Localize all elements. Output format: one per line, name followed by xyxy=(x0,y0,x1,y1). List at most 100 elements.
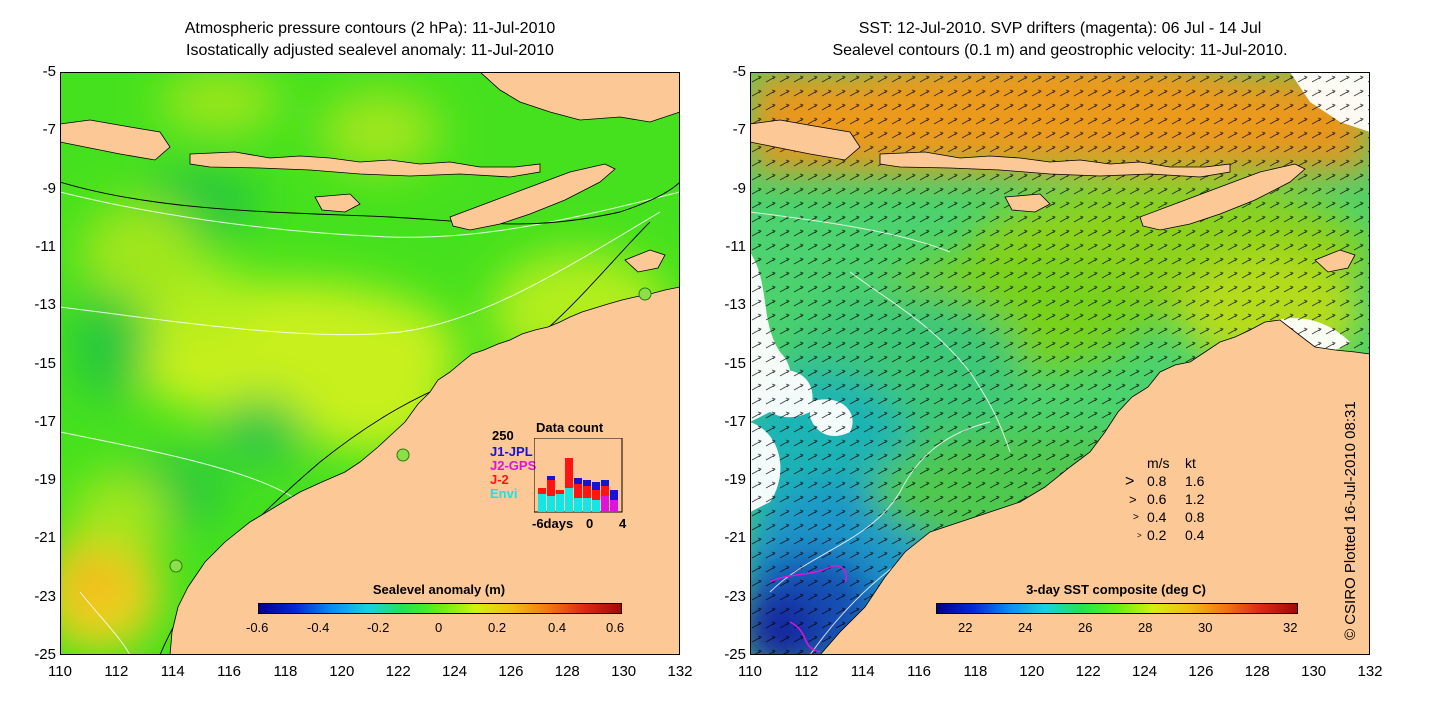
bar-group xyxy=(538,458,618,512)
y-tick-label: -15 xyxy=(34,354,56,372)
y-tick-label: -11 xyxy=(725,237,746,255)
x-tick-label: 110 xyxy=(738,663,762,680)
data-count-xlabel-end: 4 xyxy=(619,516,627,531)
velocity-legend-header-kt: kt xyxy=(1185,455,1196,471)
arrow-icon: > xyxy=(1125,473,1135,490)
y-tick-label: -7 xyxy=(732,121,746,139)
y-tick-label: -13 xyxy=(34,296,56,314)
x-tick-label: 114 xyxy=(160,663,185,680)
y-tick-label: -5 xyxy=(42,63,56,80)
velocity-legend: m/s kt > 0.8 1.6 > 0.6 1.2 > 0.4 0.8 > 0… xyxy=(1125,455,1235,545)
velocity-legend-ms: 0.8 xyxy=(1147,473,1167,489)
sst-map xyxy=(750,72,1370,655)
left-colorbar-title: Sealevel anomaly (m) xyxy=(372,582,506,597)
x-tick-label: 122 xyxy=(1075,663,1101,680)
data-count-xlabel-zero: 0 xyxy=(586,516,594,531)
y-tick-label: -17 xyxy=(724,412,746,430)
right-cbar-label: 30 xyxy=(1198,620,1213,635)
x-tick-label: 110 xyxy=(48,663,72,680)
right-title-line1: SST: 12-Jul-2010. SVP drifters (magenta)… xyxy=(858,20,1262,37)
left-cbar-label: 0 xyxy=(435,620,443,635)
data-count-max-label: 250 xyxy=(492,428,514,443)
y-tick-label: -17 xyxy=(34,412,56,430)
velocity-legend-kt: 0.8 xyxy=(1185,509,1205,525)
series-label-j1-jpl: J1-JPL xyxy=(490,444,533,459)
velocity-legend-header-ms: m/s xyxy=(1147,455,1170,471)
data-count-bars xyxy=(534,438,623,513)
y-tick-label: -23 xyxy=(724,587,746,605)
x-tick-label: 112 xyxy=(104,663,129,680)
series-label-envi: Envi xyxy=(490,486,518,501)
right-cbar-label: 22 xyxy=(958,620,973,635)
velocity-legend-ms: 0.2 xyxy=(1147,527,1167,543)
data-count-inset: 250 Data count J1-JPL J2-GPS J-2 Envi -6… xyxy=(488,420,638,531)
left-cbar-label: -0.2 xyxy=(367,620,390,635)
x-tick-label: 118 xyxy=(963,663,988,680)
indonesia-islands xyxy=(60,72,680,273)
left-cbar-label: -0.6 xyxy=(246,620,269,635)
x-tick-label: 132 xyxy=(1357,663,1383,680)
x-tick-label: 132 xyxy=(667,663,693,680)
series-label-j-2: J-2 xyxy=(490,472,509,487)
left-cbar-label: 0.6 xyxy=(606,620,625,635)
right-cbar-label: 28 xyxy=(1138,620,1153,635)
x-tick-label: 120 xyxy=(1019,663,1045,680)
arrow-icon: > xyxy=(1129,492,1137,507)
indonesia-islands xyxy=(750,119,1356,273)
left-title-line2: Isostatically adjusted sealevel anomaly:… xyxy=(186,42,554,59)
x-tick-label: 114 xyxy=(850,663,875,680)
y-tick-label: -19 xyxy=(34,471,56,489)
left-cbar-label: -0.4 xyxy=(307,620,330,635)
arrow-icon: > xyxy=(1133,512,1139,523)
x-tick-label: 112 xyxy=(794,663,819,680)
velocity-legend-kt: 1.6 xyxy=(1185,473,1205,489)
velocity-legend-kt: 1.2 xyxy=(1185,491,1205,507)
australia-land xyxy=(819,319,1370,655)
right-colorbar-title: 3-day SST composite (deg C) xyxy=(1026,582,1206,597)
y-tick-label: -21 xyxy=(724,529,746,547)
x-tick-label: 130 xyxy=(611,663,637,680)
y-tick-label: -5 xyxy=(732,63,746,80)
x-tick-label: 130 xyxy=(1301,663,1327,680)
left-cbar-label: 0.4 xyxy=(548,620,567,635)
x-tick-label: 122 xyxy=(385,663,411,680)
y-tick-label: -25 xyxy=(34,646,56,663)
arrow-icon: > xyxy=(1137,531,1142,540)
credit-text: © CSIRO Plotted 16-Jul-2010 08:31 xyxy=(1342,401,1359,640)
x-tick-label: 116 xyxy=(907,663,932,680)
y-tick-label: -9 xyxy=(732,179,746,197)
y-tick-label: -13 xyxy=(724,296,746,314)
right-cbar-label: 26 xyxy=(1078,620,1093,635)
x-tick-label: 116 xyxy=(217,663,242,680)
velocity-legend-kt: 0.4 xyxy=(1185,527,1205,543)
data-count-xlabel-start: -6days xyxy=(532,516,574,531)
velocity-legend-ms: 0.6 xyxy=(1147,491,1167,507)
left-colorbar xyxy=(258,603,622,614)
y-tick-label: -23 xyxy=(34,587,56,605)
tide-gauge-markers xyxy=(169,287,652,573)
right-colorbar xyxy=(936,603,1298,614)
x-tick-label: 120 xyxy=(329,663,355,680)
x-tick-label: 124 xyxy=(1132,663,1158,680)
x-tick-label: 126 xyxy=(1188,663,1214,680)
y-tick-label: -19 xyxy=(724,471,746,489)
y-tick-label: -15 xyxy=(724,354,746,372)
x-tick-label: 126 xyxy=(498,663,524,680)
australia-land xyxy=(169,286,680,655)
y-tick-label: -7 xyxy=(42,121,56,139)
svp-drifter-track xyxy=(769,565,847,583)
y-tick-label: -21 xyxy=(34,529,56,547)
y-tick-label: -11 xyxy=(35,237,56,255)
data-count-title: Data count xyxy=(536,420,604,435)
sealevel-anomaly-map xyxy=(60,72,680,655)
x-tick-label: 124 xyxy=(442,663,468,680)
x-tick-label: 128 xyxy=(554,663,580,680)
series-label-j2-gps: J2-GPS xyxy=(490,458,537,473)
left-title-line1: Atmospheric pressure contours (2 hPa): 1… xyxy=(184,20,556,37)
x-tick-label: 128 xyxy=(1244,663,1270,680)
svp-drifter-track xyxy=(789,621,821,653)
x-tick-label: 118 xyxy=(273,663,298,680)
right-cbar-label: 24 xyxy=(1018,620,1033,635)
left-cbar-label: 0.2 xyxy=(488,620,507,635)
right-title-line2: Sealevel contours (0.1 m) and geostrophi… xyxy=(832,42,1288,59)
